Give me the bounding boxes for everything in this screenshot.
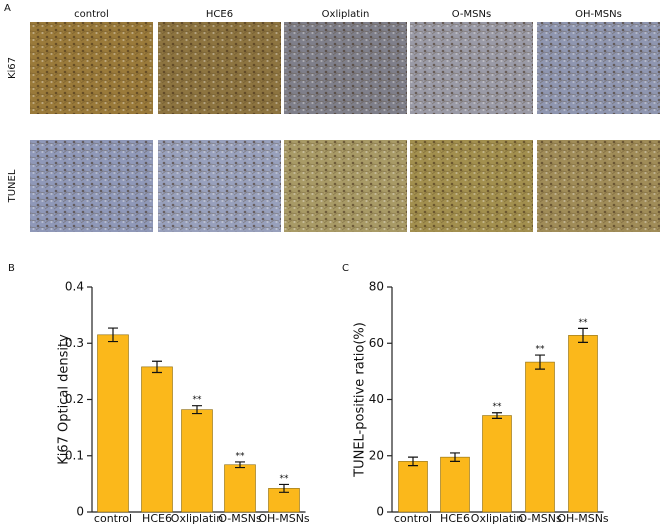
error-bar — [279, 483, 289, 493]
y-tick-label: 0.3 — [65, 336, 84, 350]
y-tick-label: 0 — [376, 505, 384, 519]
significance: ** — [579, 318, 589, 328]
error-bar — [492, 412, 502, 419]
x-tick-label: control — [94, 512, 132, 524]
column-header: Oxliplatin — [322, 9, 370, 20]
y-tick-label: 0 — [76, 505, 84, 519]
panel-label: A — [4, 3, 11, 14]
error-bar — [535, 354, 545, 370]
y-axis-label: Ki67 Optical density — [57, 334, 72, 465]
x-tick-label: OH-MSNs — [557, 512, 609, 524]
bar — [525, 361, 555, 513]
micrograph-texture — [537, 22, 660, 114]
y-tick-label: 80 — [369, 280, 384, 294]
x-tick-label: OH-MSNs — [258, 512, 310, 524]
y-tick-label: 0.1 — [65, 448, 84, 462]
micrograph-texture — [30, 22, 153, 114]
micrograph-texture — [410, 140, 533, 232]
y-tick-label: 20 — [369, 448, 384, 462]
x-tick-label: Oxliplatin — [471, 512, 523, 524]
micrograph-texture — [158, 140, 281, 232]
significance: ** — [536, 345, 546, 355]
error-bar — [108, 327, 118, 343]
bar — [141, 366, 173, 513]
y-tick-label: 0.4 — [65, 280, 84, 294]
column-header: O-MSNs — [452, 9, 491, 20]
significance: ** — [280, 474, 290, 484]
micrograph-texture — [284, 140, 407, 232]
row-label: TUNEL — [7, 169, 18, 203]
significance: ** — [236, 451, 246, 461]
row-label: Ki67 — [7, 57, 18, 79]
error-bar — [450, 452, 460, 462]
micrograph-texture — [158, 22, 281, 114]
x-tick-label: Oxliplatin — [171, 512, 223, 524]
bar — [181, 409, 213, 513]
y-tick-label: 40 — [369, 392, 384, 406]
error-bar — [152, 360, 162, 374]
y-tick-label: 0.2 — [65, 392, 84, 406]
bar — [440, 456, 470, 513]
bar — [97, 334, 129, 513]
error-bar — [408, 456, 418, 467]
micrograph-texture — [410, 22, 533, 114]
y-axis-label: TUNEL-positive ratio(%) — [353, 322, 368, 478]
y-tick-label: 60 — [369, 336, 384, 350]
panel-label: B — [8, 263, 15, 274]
column-header: control — [74, 9, 109, 20]
significance: ** — [493, 402, 503, 412]
error-bar — [192, 405, 202, 415]
x-tick-label: O-MSNs — [218, 512, 262, 524]
bar — [568, 335, 598, 513]
panel-label: C — [342, 263, 349, 274]
micrograph-texture — [30, 140, 153, 232]
significance: ** — [193, 395, 203, 405]
column-header: OH-MSNs — [575, 9, 622, 20]
error-bar — [578, 327, 588, 344]
error-bar — [235, 461, 245, 469]
bar — [224, 464, 256, 513]
x-tick-label: control — [394, 512, 432, 524]
x-tick-label: O-MSNs — [518, 512, 562, 524]
micrograph-texture — [284, 22, 407, 114]
bar — [398, 461, 428, 513]
x-tick-label: HCE6 — [142, 512, 172, 524]
x-tick-label: HCE6 — [440, 512, 470, 524]
bar — [482, 415, 512, 513]
column-header: HCE6 — [206, 9, 233, 20]
micrograph-texture — [537, 140, 660, 232]
